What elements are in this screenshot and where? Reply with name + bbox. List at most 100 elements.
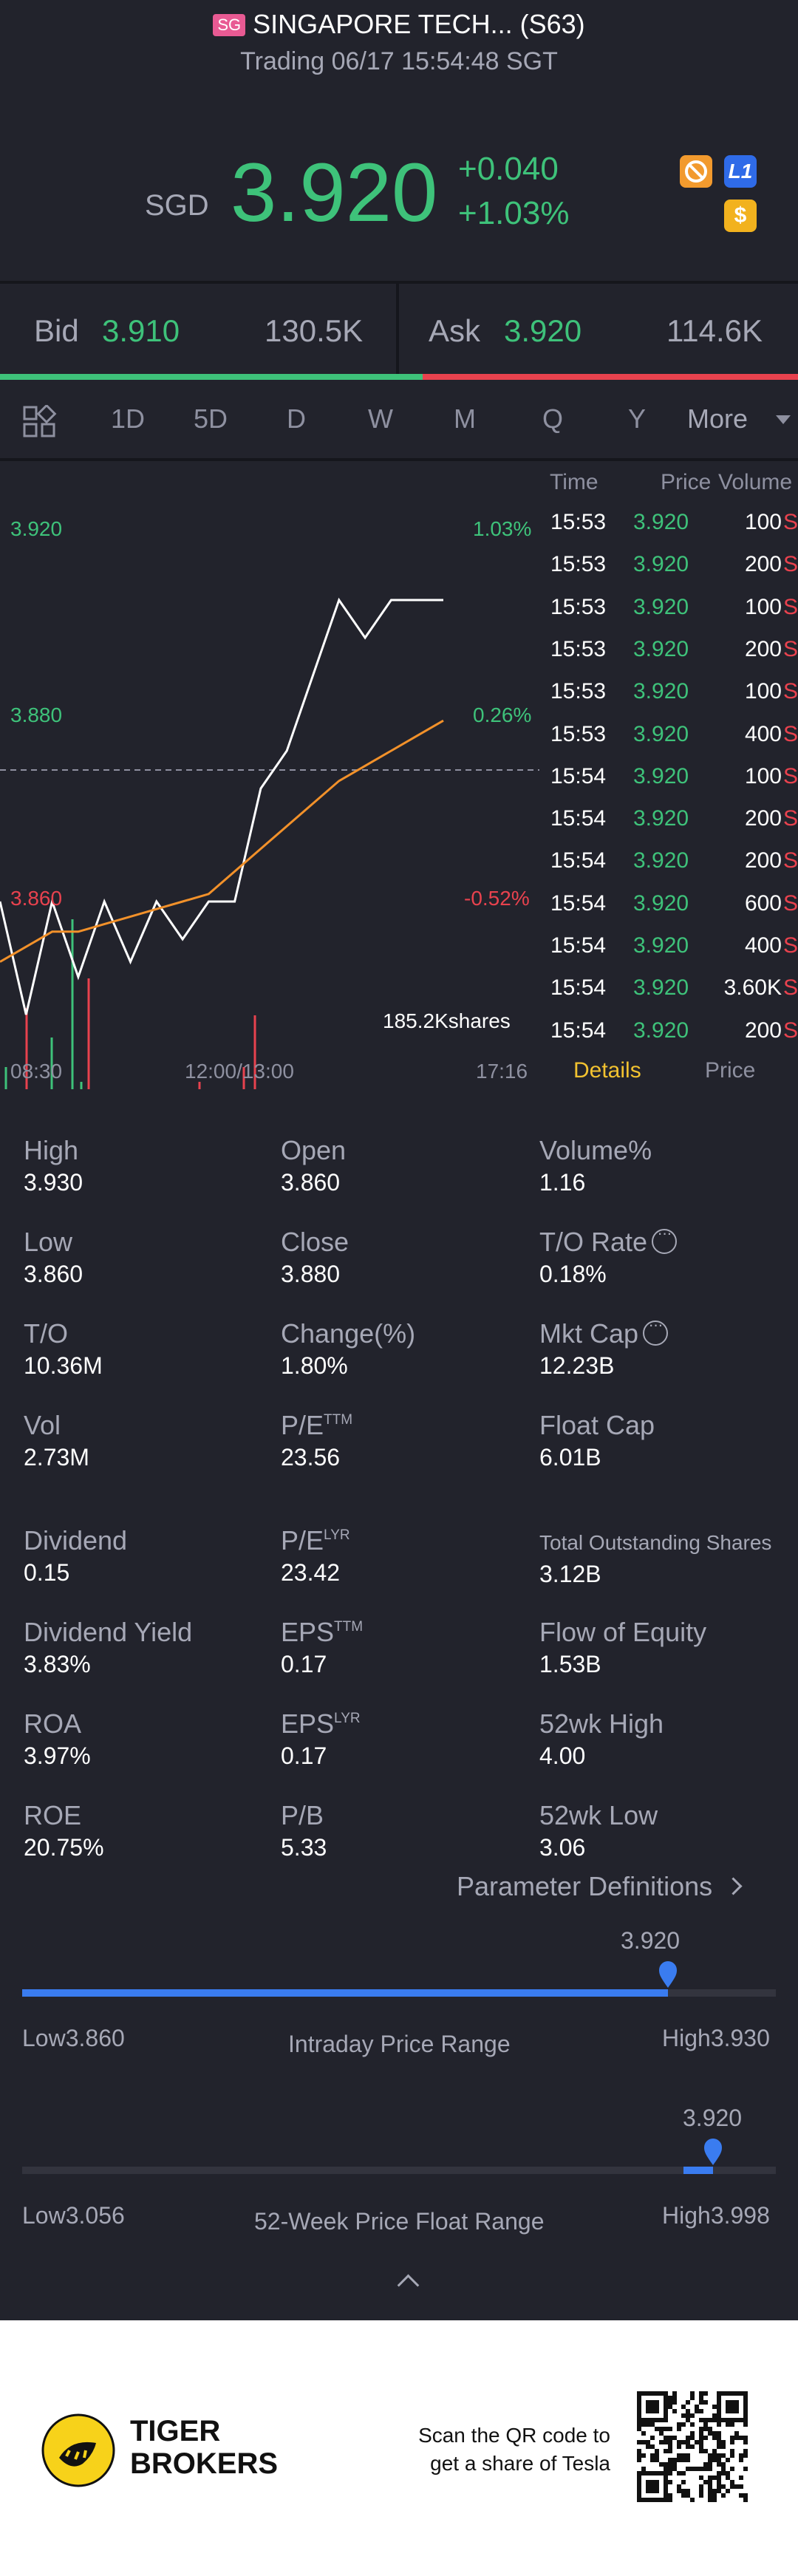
trade-price: 3.920 [633,594,689,619]
trade-price: 3.920 [633,721,689,746]
trade-side: S [782,721,798,746]
stat-eps-lyr: EPSLYR 0.17 [281,1708,361,1769]
trade-side: S [782,679,798,704]
bid-ask-ratio-bar [0,374,798,380]
bid-share-fill [0,374,423,380]
trade-volume: 200 [744,552,782,577]
price-change: +0.040 [458,151,559,187]
trade-volume: 400 [744,933,782,958]
trade-time: 15:54 [550,763,607,788]
trade-row: 15:54 3.920 200 S [550,1011,798,1053]
trade-row: 15:53 3.920 400 S [550,715,798,757]
trade-time: 15:53 [550,721,607,746]
layout-grid-icon[interactable] [22,403,58,443]
intraday-current-label: 3.920 [621,1927,681,1954]
promo-line2: get a share of Tesla [430,2452,610,2475]
more-info-icon[interactable] [643,1315,669,1346]
chevron-right-icon [724,1877,743,1895]
trade-side: S [782,510,798,534]
tab-m[interactable]: M [454,403,476,434]
intraday-range-title: Intraday Price Range [288,2031,511,2057]
trade-price: 3.920 [633,848,689,873]
ask-label: Ask [429,313,481,348]
trade-side: S [782,552,798,577]
tab-1d[interactable]: 1D [111,403,146,434]
trade-volume: 200 [744,636,782,661]
trade-side: S [782,636,798,661]
stat-vol: Vol 2.73M [24,1410,89,1471]
trade-side: S [782,594,798,619]
tab-w[interactable]: W [368,403,393,434]
stat-pe-ttm: P/ETTM 23.56 [281,1410,353,1471]
trade-time: 15:53 [550,510,607,534]
collapse-chevron-icon[interactable] [397,2274,420,2297]
tab-5d[interactable]: 5D [194,403,228,434]
stat-to-rate: T/O Rate0.18% [539,1224,678,1288]
ask-size: 114.6K [666,313,763,348]
stock-name: SINGAPORE TECH... (S63) [253,9,585,39]
trades-header-volume: Volume [718,470,793,494]
trade-side: S [782,806,798,831]
intraday-low: Low3.860 [22,2025,125,2051]
dollar-badge[interactable]: $ [724,200,757,232]
stat-52wk-low: 52wk Low 3.06 [539,1800,658,1861]
trade-volume: 100 [744,510,782,534]
tab-d[interactable]: D [287,403,306,434]
stat-roa: ROA 3.97% [24,1708,91,1769]
divider [0,281,798,284]
week52-high: High3.998 [662,2202,770,2229]
trade-price: 3.920 [633,636,689,661]
trade-row: 15:53 3.920 100 S [550,587,798,630]
stat-close: Close 3.880 [281,1227,349,1287]
intraday-range-fill [22,1989,669,1997]
chevron-down-icon[interactable] [776,415,791,424]
trade-price: 3.920 [633,763,689,788]
week52-range-fill [683,2167,714,2174]
trade-volume: 100 [744,594,782,619]
tab-y[interactable]: Y [628,403,647,434]
trade-price: 3.920 [633,933,689,958]
trade-price: 3.920 [633,1018,689,1043]
brand-name-line1: TIGER [130,2415,221,2447]
y-label-mid: 3.880 [10,703,63,726]
tab-more[interactable]: More [687,403,748,434]
trade-row: 15:53 3.920 200 S [550,630,798,672]
week52-range-title: 52-Week Price Float Range [254,2208,545,2235]
trade-price: 3.920 [633,890,689,916]
trade-side: S [782,848,798,873]
trade-side: S [782,975,798,1001]
trade-time: 15:54 [550,890,607,916]
tab-details[interactable]: Details [573,1058,641,1083]
brand-name-line2: BROKERS [130,2447,279,2480]
parameter-definitions-link[interactable]: Parameter Definitions [457,1871,743,1902]
trade-volume: 100 [744,679,782,704]
stat-high: High 3.930 [24,1135,83,1196]
trade-time: 15:53 [550,552,607,577]
level1-badge[interactable]: L1 [724,155,757,188]
intraday-chart[interactable] [0,461,547,1089]
stat-dividend-yield: Dividend Yield 3.83% [24,1617,193,1677]
x-label-start: 08:30 [10,1060,63,1083]
price-change-pct: +1.03% [458,195,570,231]
ask-price: 3.920 [504,313,582,348]
x-label-mid: 12:00/13:00 [185,1060,294,1083]
tab-price[interactable]: Price [705,1058,756,1083]
restricted-icon[interactable] [680,155,712,188]
trade-side: S [782,933,798,958]
stat-eps-ttm: EPSTTM 0.17 [281,1617,364,1677]
trade-time: 15:53 [550,679,607,704]
pct-label-mid: 0.26% [473,703,532,726]
stat-flow-equity: Flow of Equity 1.53B [539,1617,707,1677]
trade-row: 15:53 3.920 200 S [550,545,798,587]
tab-q[interactable]: Q [542,403,564,434]
more-info-icon[interactable] [652,1224,678,1254]
trade-volume: 200 [744,848,782,873]
trade-volume: 600 [744,890,782,916]
trade-row: 15:53 3.920 100 S [550,502,798,545]
volume-label: 185.2Kshares [383,1009,511,1032]
trade-row: 15:53 3.920 100 S [550,672,798,714]
trade-row: 15:54 3.920 400 S [550,926,798,968]
stat-mkt-cap: Mkt Cap12.23B [539,1315,669,1380]
stat-roe: ROE 20.75% [24,1800,104,1861]
price-line [0,597,443,1015]
